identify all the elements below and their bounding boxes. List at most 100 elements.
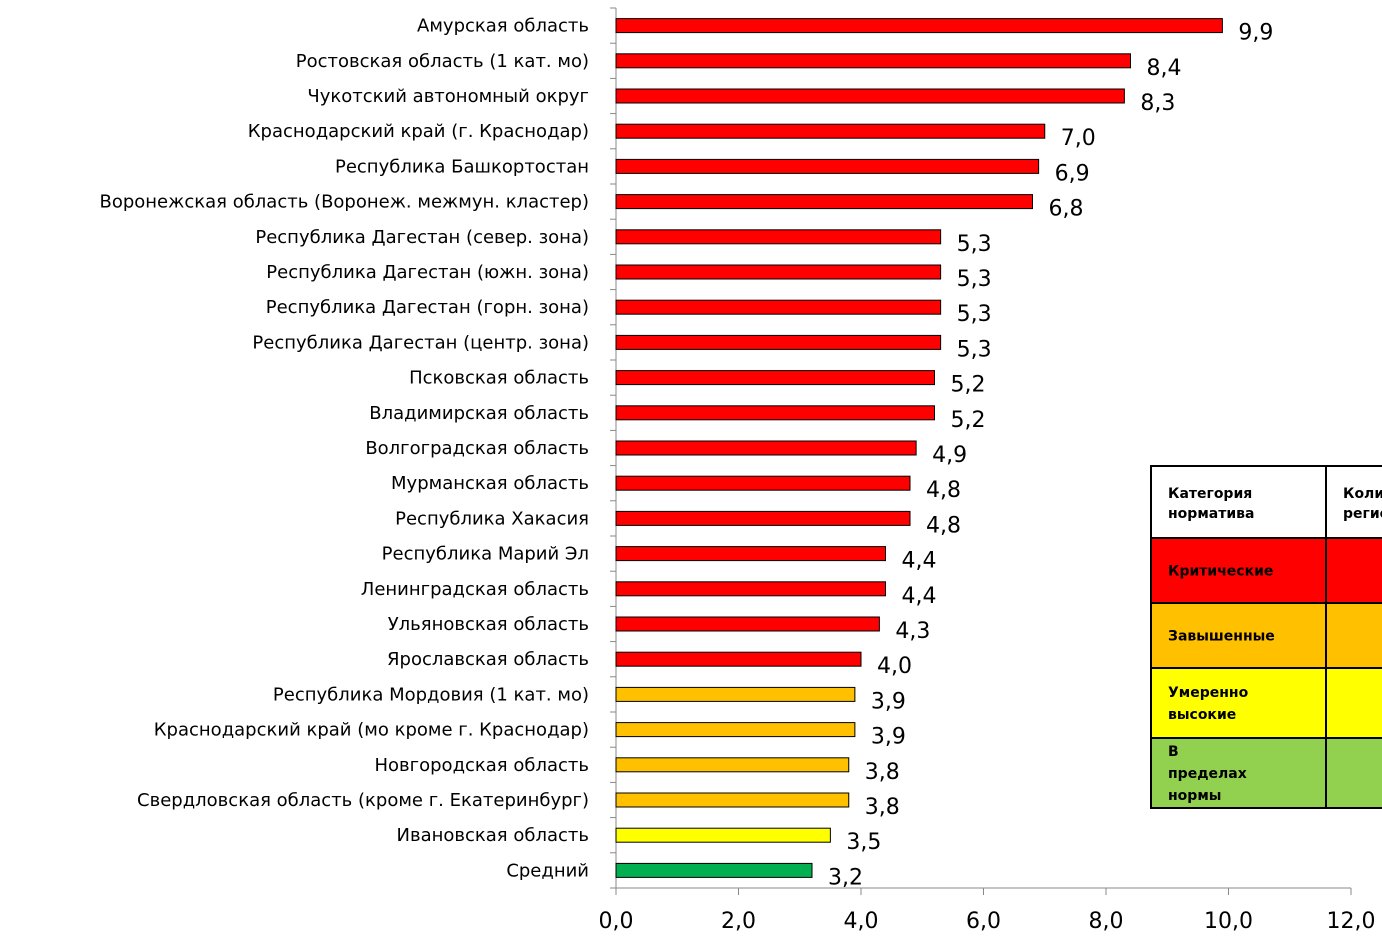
value-label: 3,9 bbox=[871, 689, 906, 714]
bar bbox=[615, 440, 917, 456]
category-label: Ярославская область bbox=[387, 649, 589, 670]
category-label: Республика Дагестан (центр. зона) bbox=[252, 332, 589, 353]
category-label: Республика Марий Эл bbox=[382, 544, 589, 565]
bar bbox=[615, 405, 935, 421]
category-label: Псковская область bbox=[409, 368, 589, 389]
category-label: Волгоградская область bbox=[365, 438, 589, 459]
value-label: 4,4 bbox=[902, 584, 937, 609]
value-label: 5,2 bbox=[951, 408, 986, 433]
bar bbox=[615, 827, 831, 843]
header-word: Категория bbox=[1168, 486, 1252, 502]
x-tick-label: 2,0 bbox=[721, 909, 756, 934]
x-tick-label: 10,0 bbox=[1204, 909, 1253, 934]
table-row-label: Завышенные bbox=[1168, 629, 1275, 645]
value-label: 5,3 bbox=[957, 337, 992, 362]
category-label: Краснодарский край (г. Краснодар) bbox=[248, 121, 589, 142]
category-label: Республика Дагестан (южн. зона) bbox=[266, 262, 589, 283]
category-label: Свердловская область (кроме г. Екатеринб… bbox=[137, 790, 589, 811]
bar bbox=[615, 722, 856, 738]
table-row bbox=[1150, 667, 1382, 739]
label-word: В bbox=[1168, 744, 1179, 760]
bar bbox=[615, 370, 935, 386]
category-label: Республика Мордовия (1 кат. мо) bbox=[273, 684, 589, 705]
table-row bbox=[1150, 537, 1382, 604]
category-label: Республика Хакасия bbox=[395, 508, 589, 529]
value-label: 5,2 bbox=[951, 373, 986, 398]
label-word: Критические bbox=[1168, 564, 1273, 580]
bar bbox=[615, 53, 1131, 69]
label-word: пределах bbox=[1168, 766, 1247, 782]
bar bbox=[615, 299, 942, 315]
bar bbox=[615, 651, 862, 667]
category-label: Средний bbox=[506, 860, 589, 881]
category-label: Владимирская область bbox=[369, 403, 589, 424]
x-tick-label: 12,0 bbox=[1327, 909, 1376, 934]
value-label: 4,3 bbox=[895, 619, 930, 644]
header-word: норматива bbox=[1168, 506, 1254, 522]
header-word: Количество bbox=[1343, 486, 1382, 502]
category-label: Ульяновская область bbox=[388, 614, 589, 635]
category-label: Республика Дагестан (горн. зона) bbox=[266, 297, 589, 318]
table-header-text: Количество регионов bbox=[1343, 486, 1382, 522]
bar bbox=[615, 229, 942, 245]
value-label: 5,3 bbox=[957, 232, 992, 257]
x-tick-label: 0,0 bbox=[599, 909, 634, 934]
x-tick-label: 6,0 bbox=[966, 909, 1001, 934]
x-tick-label: 8,0 bbox=[1089, 909, 1124, 934]
bar bbox=[615, 510, 911, 526]
bar bbox=[615, 546, 886, 562]
value-label: 3,8 bbox=[865, 760, 900, 785]
label-word: высокие bbox=[1168, 707, 1236, 723]
value-label: 4,9 bbox=[932, 443, 967, 468]
value-label: 4,0 bbox=[877, 654, 912, 679]
bar bbox=[615, 757, 850, 773]
table-row-label: Умеренно высокие bbox=[1168, 685, 1249, 723]
bar bbox=[615, 123, 1046, 139]
category-label: Ивановская область bbox=[397, 825, 589, 846]
bar bbox=[615, 581, 886, 597]
bar bbox=[615, 792, 850, 808]
category-label: Ленинградская область bbox=[361, 579, 589, 600]
bar bbox=[615, 334, 942, 350]
category-label: Краснодарский край (мо кроме г. Краснода… bbox=[154, 720, 589, 741]
label-word: нормы bbox=[1168, 788, 1221, 804]
table-header bbox=[1150, 465, 1382, 539]
category-label: Ростовская область (1 кат. мо) bbox=[296, 51, 589, 72]
value-label: 4,4 bbox=[902, 549, 937, 574]
bar bbox=[615, 475, 911, 491]
label-word: Умеренно bbox=[1168, 685, 1249, 701]
header-word: регионов bbox=[1343, 506, 1382, 522]
category-label: Мурманская область bbox=[391, 473, 589, 494]
bar bbox=[615, 616, 880, 632]
value-label: 4,8 bbox=[926, 478, 961, 503]
value-label: 3,8 bbox=[865, 795, 900, 820]
legend-table: Категория норматива Количество регионов Крит… bbox=[1150, 465, 1382, 809]
table-row-label: Критические bbox=[1168, 564, 1273, 580]
table-header-text: Категория норматива bbox=[1168, 486, 1254, 522]
value-label: 6,8 bbox=[1049, 197, 1084, 222]
table-row bbox=[1150, 737, 1382, 809]
bar bbox=[615, 18, 1223, 34]
category-label: Республика Дагестан (север. зона) bbox=[255, 227, 589, 248]
category-label: Республика Башкортостан bbox=[335, 156, 589, 177]
value-label: 4,8 bbox=[926, 513, 961, 538]
value-label: 6,9 bbox=[1055, 161, 1090, 186]
value-label: 8,3 bbox=[1140, 91, 1175, 116]
value-label: 3,5 bbox=[846, 830, 881, 855]
bar bbox=[615, 88, 1125, 104]
category-label: Новгородская область bbox=[375, 755, 590, 776]
value-label: 8,4 bbox=[1147, 56, 1182, 81]
x-tick-label: 4,0 bbox=[844, 909, 879, 934]
bar bbox=[615, 686, 856, 702]
value-label: 5,3 bbox=[957, 267, 992, 292]
value-label: 3,9 bbox=[871, 725, 906, 750]
value-label: 3,2 bbox=[828, 865, 863, 890]
value-label: 7,0 bbox=[1061, 126, 1096, 151]
category-label: Амурская область bbox=[417, 16, 589, 37]
bar bbox=[615, 264, 942, 280]
value-label: 5,3 bbox=[957, 302, 992, 327]
category-label: Чукотский автономный округ bbox=[307, 86, 589, 107]
